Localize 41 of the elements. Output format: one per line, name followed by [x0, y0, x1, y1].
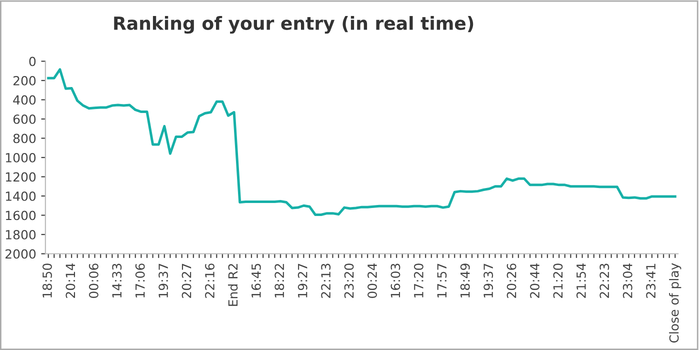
- x-tick-label: 20:44: [530, 263, 540, 298]
- y-tick-label: 1200: [6, 172, 36, 182]
- x-tick-label: 18:50: [42, 264, 52, 298]
- x-tick-label: 19:37: [484, 264, 494, 298]
- y-tick-label: 1600: [6, 210, 36, 220]
- line-series: [47, 68, 676, 216]
- y-tick-label: 800: [13, 134, 36, 144]
- x-tick-label: 18:49: [460, 264, 470, 298]
- x-tick-label: 16:03: [390, 264, 400, 298]
- y-tick-label: 1800: [6, 230, 36, 240]
- x-tick-label: 20:27: [182, 264, 192, 298]
- x-tick-label: 22:16: [205, 264, 214, 298]
- chart-title: Ranking of your entry (in real time): [114, 16, 474, 34]
- y-tick-label: 400: [13, 95, 36, 105]
- x-tick-label: 23:04: [622, 263, 632, 298]
- x-tick-label: 20:26: [506, 264, 516, 298]
- y-tick-label: 0: [29, 56, 36, 66]
- x-tick-label: 16:45: [251, 264, 261, 298]
- x-tick-label: 00:06: [88, 264, 98, 298]
- y-tick-label: 1400: [6, 191, 36, 201]
- x-tick-label: End R2: [228, 264, 238, 306]
- x-tick-label: 21:20: [553, 264, 563, 298]
- x-tick-label: 14:33: [112, 264, 122, 298]
- x-tick-label: 17:06: [135, 264, 145, 298]
- x-tick-label: 19:37: [158, 264, 168, 298]
- y-tick-label: 200: [13, 76, 36, 86]
- x-tick-label: 19:27: [298, 264, 308, 298]
- x-tick-label: 20:14: [66, 263, 76, 298]
- x-tick-label: 17:20: [414, 264, 424, 298]
- x-tick-label: 22:23: [600, 264, 610, 298]
- x-tick-label: 00:24: [368, 263, 377, 298]
- x-tick-label: 18:22: [274, 264, 284, 298]
- x-tick-label: 17:57: [437, 264, 447, 298]
- x-tick-label: 23:41: [646, 264, 656, 298]
- x-tick-label: Close of play: [669, 263, 682, 343]
- y-tick-label: 2000: [6, 249, 36, 259]
- x-tick-label: 22:13: [321, 264, 331, 298]
- x-tick-label: 23:20: [344, 264, 354, 298]
- y-tick-label: 1000: [6, 152, 36, 162]
- x-tick-label: 21:54: [576, 263, 586, 298]
- y-tick-label: 600: [13, 114, 36, 124]
